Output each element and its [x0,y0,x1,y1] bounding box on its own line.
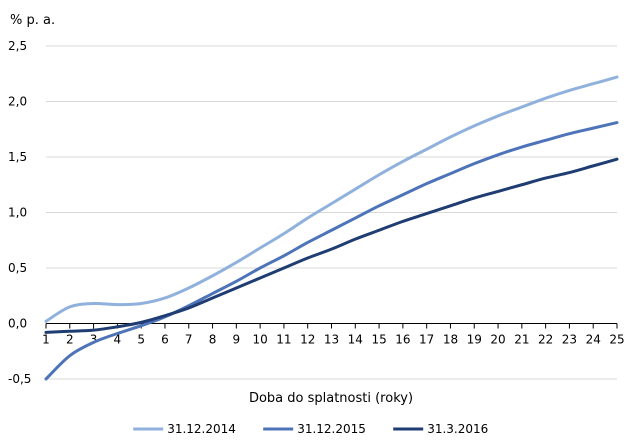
legend-label-1: 31.12.2014 [167,422,236,436]
legend: 31.12.2014 31.12.2015 31.3.2016 [133,422,488,436]
x-tick-label: 14 [348,333,363,347]
x-tick-label: 3 [90,333,98,347]
x-tick-label: 11 [276,333,291,347]
x-tick-label: 17 [419,333,434,347]
series-line-3 [44,157,619,334]
x-tick-label: 9 [233,333,241,347]
x-tick-label: 15 [371,333,386,347]
y-tick-label: -0,5 [8,372,31,386]
x-tick-label: 7 [185,333,193,347]
x-tick-label: 6 [161,333,169,347]
x-tick-label: 21 [514,333,529,347]
y-tick-label: 1,0 [8,206,27,220]
x-tick-label: 4 [114,333,122,347]
series-line-2 [44,121,619,381]
x-tick-label: 8 [209,333,217,347]
x-tick-label: 22 [538,333,553,347]
legend-label-3: 31.3.2016 [427,422,488,436]
x-tick-label: 24 [586,333,601,347]
y-tick-label: 1,5 [8,150,27,164]
legend-label-2: 31.12.2015 [297,422,366,436]
series-line-1 [44,75,619,323]
y-tick-label: 0,5 [8,261,27,275]
x-tick-label: 18 [443,333,458,347]
x-tick-label: 23 [562,333,577,347]
x-tick-label: 19 [467,333,482,347]
x-axis-title: Doba do splatnosti (roky) [249,391,413,406]
x-tick-label: 10 [252,333,267,347]
x-tick-label: 12 [300,333,315,347]
y-tick-label: 0,0 [8,317,27,331]
grid-lines [46,45,617,380]
x-tick-label: 25 [609,333,624,347]
x-tick-label: 5 [137,333,145,347]
axes: -0,50,00,51,01,52,02,51 2 3 4 5 6 7 8 9 10 11 12 13 1… [8,39,625,386]
x-tick-label: 2 [66,333,74,347]
series-lines [44,75,619,381]
y-tick-label: 2,5 [8,39,27,53]
x-tick-label: 1 [42,333,50,347]
y-tick-label: 2,0 [8,95,27,109]
x-tick-label: 20 [490,333,505,347]
x-tick-label: 16 [395,333,410,347]
x-tick-label: 13 [324,333,339,347]
y-axis-unit-label: % p. a. [10,13,55,28]
